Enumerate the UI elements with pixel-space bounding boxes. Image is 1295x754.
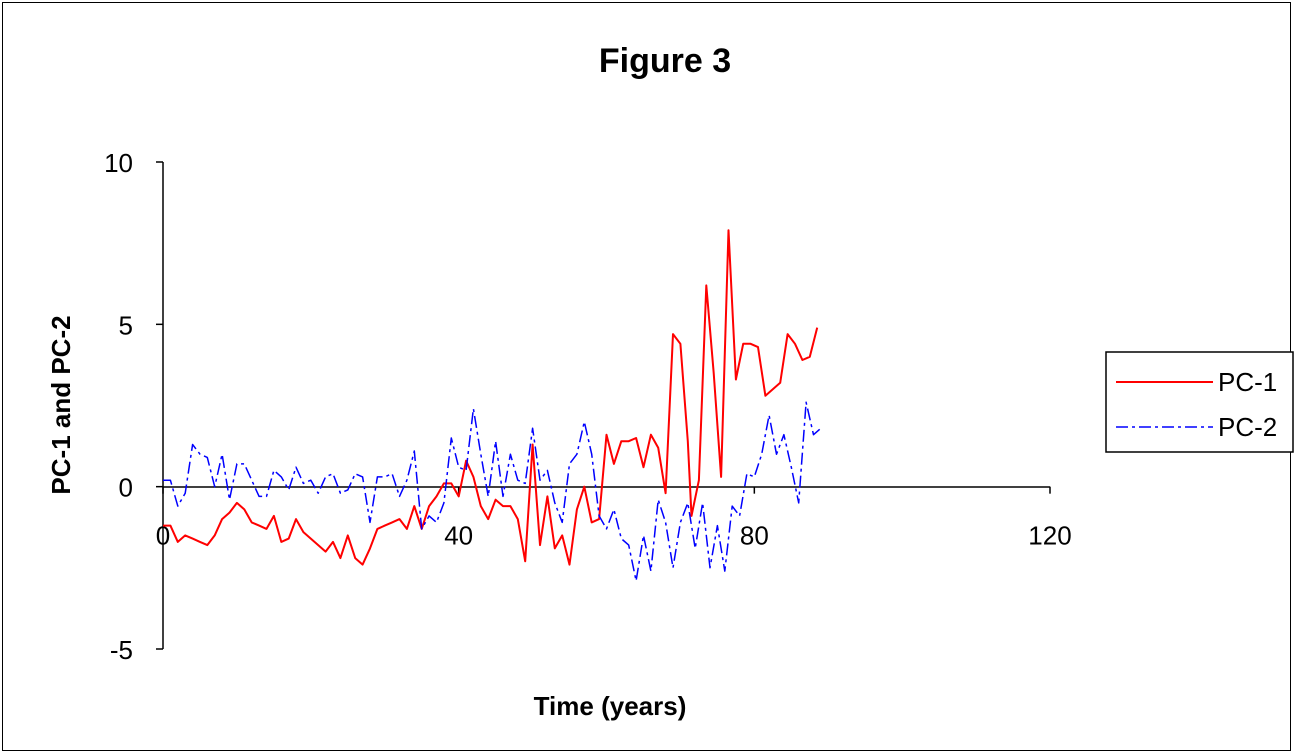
y-axis-title: PC-1 and PC-2 bbox=[46, 315, 76, 494]
legend: PC-1 PC-2 bbox=[1105, 351, 1294, 453]
y-tick-label: 0 bbox=[119, 473, 133, 503]
x-axis-title: Time (years) bbox=[534, 691, 687, 721]
legend-box bbox=[1105, 351, 1294, 453]
series-layer bbox=[163, 229, 822, 582]
ticks-layer: 0 40 80 120 10 5 0 -5 bbox=[104, 148, 1072, 665]
x-tick-label: 0 bbox=[156, 521, 170, 551]
x-tick-label: 80 bbox=[740, 521, 769, 551]
x-tick-label: 120 bbox=[1028, 521, 1071, 551]
series-line-pc-2 bbox=[163, 401, 822, 582]
x-tick-label: 40 bbox=[444, 521, 473, 551]
y-tick-label: 10 bbox=[104, 148, 133, 178]
y-tick-label: -5 bbox=[110, 635, 133, 665]
series-line-pc-1 bbox=[163, 229, 819, 566]
legend-label-pc-1: PC-1 bbox=[1218, 367, 1277, 397]
chart-title: Figure 3 bbox=[599, 42, 731, 80]
y-tick-label: 5 bbox=[119, 310, 133, 340]
legend-label-pc-2: PC-2 bbox=[1218, 412, 1277, 442]
